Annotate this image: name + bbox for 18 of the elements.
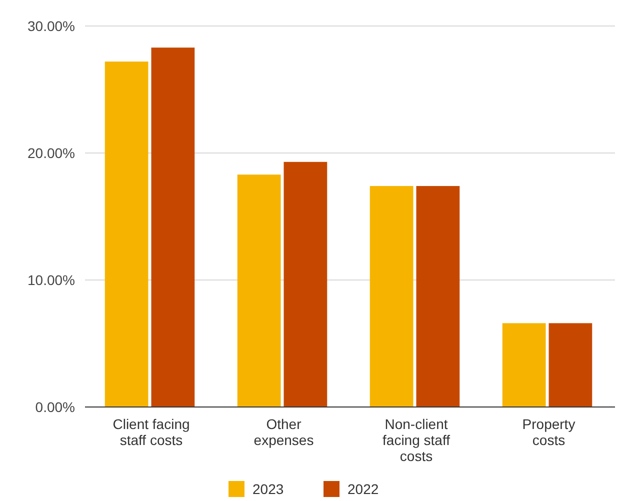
bar (548, 323, 592, 407)
y-tick-label: 30.00% (28, 18, 75, 34)
legend-label: 2022 (348, 480, 379, 497)
x-tick-label: Other expenses (254, 416, 314, 448)
legend-label: 2023 (252, 480, 284, 497)
bar (237, 174, 281, 407)
bar (284, 162, 328, 407)
bar (416, 186, 460, 407)
bar (370, 186, 414, 407)
y-tick-label: 20.00% (28, 144, 75, 161)
x-tick-label: Non-client facing staff costs (382, 416, 450, 464)
bar (502, 323, 546, 407)
bar (151, 48, 195, 407)
y-tick-label: 0.00% (35, 398, 75, 415)
bar (104, 62, 148, 407)
x-tick-label: Property costs (522, 416, 576, 448)
y-tick-label: 10.00% (28, 272, 75, 288)
x-tick-label: Client facing staff costs (112, 416, 190, 448)
